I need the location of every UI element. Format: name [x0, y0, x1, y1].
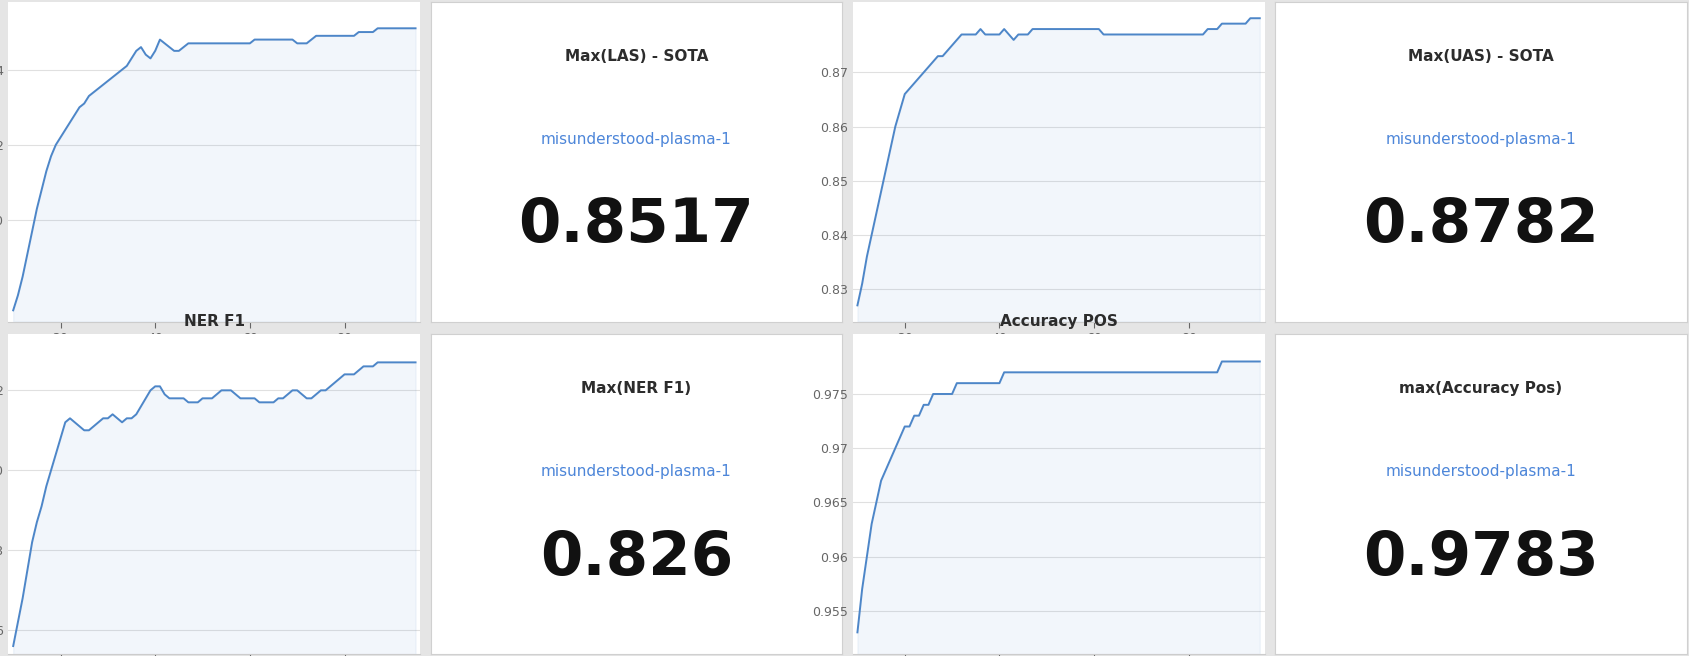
- Text: 0.9783: 0.9783: [1361, 529, 1598, 588]
- Text: 0.826: 0.826: [539, 529, 733, 588]
- Text: 0.8517: 0.8517: [519, 196, 753, 255]
- Text: misunderstood-plasma-1: misunderstood-plasma-1: [540, 464, 731, 480]
- Text: Max(LAS) - SOTA: Max(LAS) - SOTA: [564, 49, 708, 64]
- Text: 0.8782: 0.8782: [1361, 196, 1598, 255]
- Text: Max(NER F1): Max(NER F1): [581, 381, 691, 396]
- Text: max(Accuracy Pos): max(Accuracy Pos): [1398, 381, 1561, 396]
- Text: Max(UAS) - SOTA: Max(UAS) - SOTA: [1407, 49, 1552, 64]
- Title: Accuracy POS: Accuracy POS: [1000, 314, 1116, 329]
- Text: Step: Step: [394, 340, 421, 354]
- Text: misunderstood-plasma-1: misunderstood-plasma-1: [540, 132, 731, 147]
- Title: NER F1: NER F1: [184, 314, 245, 329]
- Text: Step: Step: [1236, 340, 1263, 354]
- Text: misunderstood-plasma-1: misunderstood-plasma-1: [1385, 132, 1576, 147]
- Text: misunderstood-plasma-1: misunderstood-plasma-1: [1385, 464, 1576, 480]
